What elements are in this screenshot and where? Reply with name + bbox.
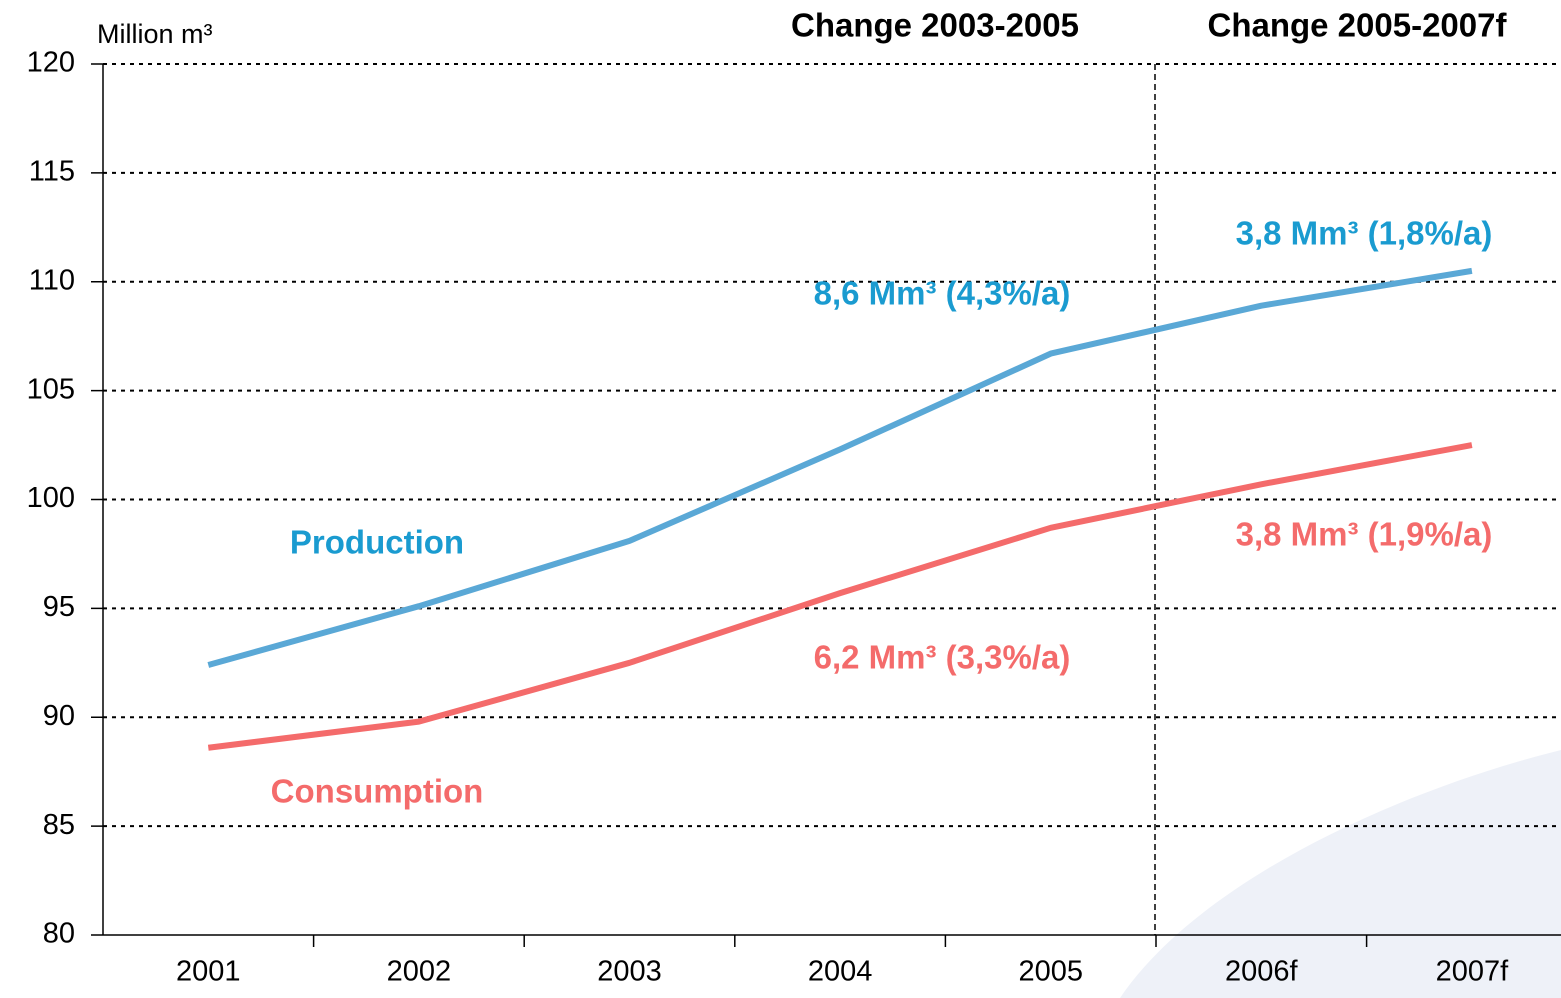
x-tick-label: 2005 <box>1018 956 1083 988</box>
series-label: Consumption <box>271 773 484 810</box>
y-axis-label: Million m³ <box>97 19 213 49</box>
x-tick-label: 2001 <box>176 956 241 988</box>
annotation: 6,2 Mm³ (3,3%/a) <box>814 639 1071 676</box>
x-tick-label: 2002 <box>387 956 452 988</box>
series-label: Production <box>290 524 464 561</box>
x-tick-label: 2006f <box>1225 956 1299 988</box>
y-tick-label: 95 <box>43 591 75 623</box>
annotation: 8,6 Mm³ (4,3%/a) <box>814 275 1071 312</box>
x-tick-label: 2007f <box>1436 956 1510 988</box>
series-line <box>207 442 1473 751</box>
header: Change 2003-2005 <box>791 7 1079 44</box>
y-tick-label: 105 <box>27 373 75 405</box>
y-tick-label: 120 <box>27 47 75 79</box>
y-tick-label: 110 <box>29 264 75 296</box>
annotation: 3,8 Mm³ (1,8%/a) <box>1236 215 1493 252</box>
y-tick-label: 115 <box>29 156 75 188</box>
annotation: 3,8 Mm³ (1,9%/a) <box>1236 516 1493 553</box>
y-tick-label: 85 <box>43 809 75 841</box>
x-tick-label: 2004 <box>808 956 873 988</box>
background-swoosh <box>1120 750 1561 998</box>
x-tick-label: 2003 <box>597 956 662 988</box>
y-tick-label: 100 <box>27 482 75 514</box>
header: Change 2005-2007f <box>1208 7 1508 44</box>
y-tick-label: 90 <box>43 700 75 732</box>
series-line <box>207 267 1473 668</box>
y-tick-label: 80 <box>43 918 75 950</box>
